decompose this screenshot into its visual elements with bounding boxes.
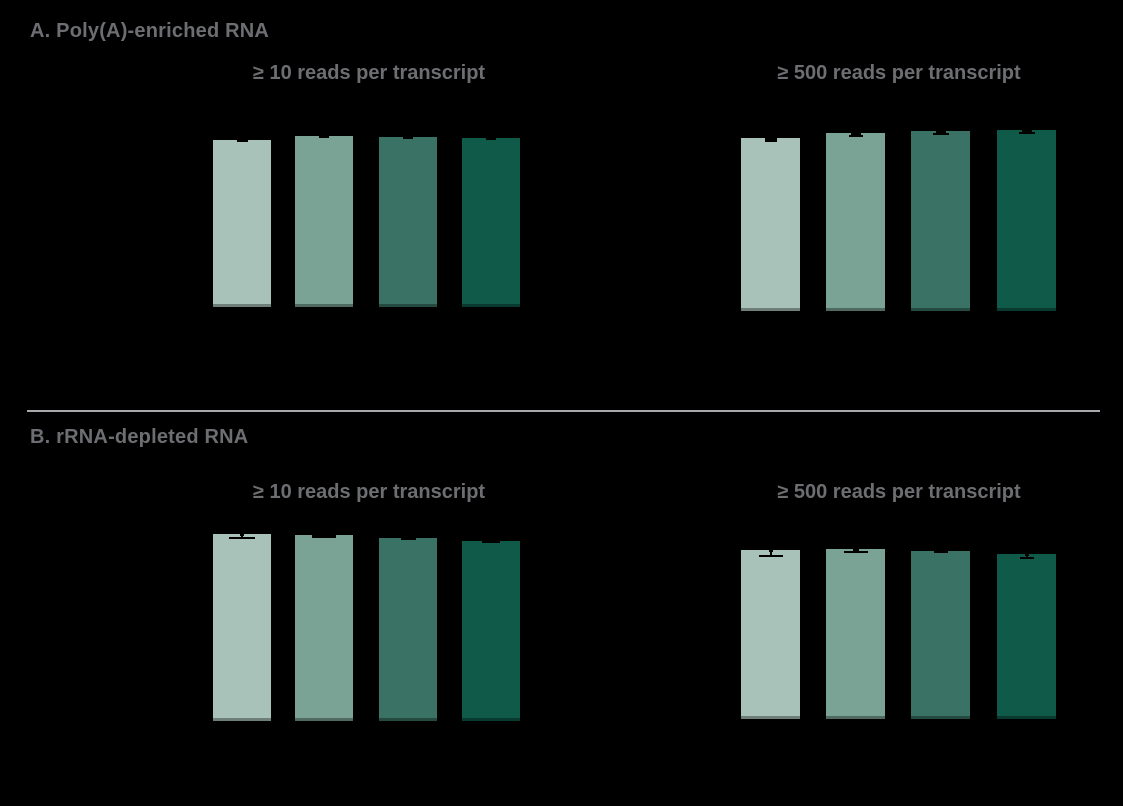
bar-a-10-1 <box>213 140 271 307</box>
bar-b-500-2 <box>826 549 885 719</box>
bar-b-10-1 <box>213 534 271 721</box>
error-bar-cap-a-500-4 <box>1018 132 1035 134</box>
error-bar-notch-b-10-3 <box>400 537 416 540</box>
bar-b-10-3 <box>379 538 437 721</box>
error-bar-cap-a-500-3 <box>932 133 949 135</box>
error-bar-notch-b-10-4 <box>482 540 500 543</box>
bar-a-10-4 <box>462 138 520 307</box>
bar-a-10-2 <box>295 136 353 307</box>
error-bar-cap-a-500-1 <box>764 140 777 142</box>
chart-title-b-500: ≥ 500 reads per transcript <box>777 481 1021 503</box>
bar-a-10-3 <box>379 137 437 307</box>
error-bar-notch-a-10-1 <box>236 139 248 142</box>
error-bar-cap-b-10-1 <box>229 537 255 539</box>
error-bar-stem-b-500-1 <box>769 548 772 557</box>
chart-title-b-10: ≥ 10 reads per transcript <box>252 481 486 503</box>
bar-b-10-2 <box>295 535 353 721</box>
chart-title-a-500: ≥ 500 reads per transcript <box>777 62 1021 84</box>
error-bar-cap-b-500-2 <box>843 551 868 553</box>
error-bar-stem-b-10-1 <box>241 532 243 539</box>
error-bar-notch-a-10-3 <box>403 136 413 139</box>
bar-a-500-2 <box>826 133 885 311</box>
error-bar-stem-a-500-2 <box>854 131 857 137</box>
panel-divider-line <box>27 410 1100 412</box>
error-bar-cap-b-500-4 <box>1019 557 1034 559</box>
chart-title-a-10: ≥ 10 reads per transcript <box>252 62 486 84</box>
error-bar-notch-b-500-3 <box>933 550 948 553</box>
bar-a-500-3 <box>911 131 970 311</box>
bar-a-500-4 <box>997 130 1056 311</box>
error-bar-notch-a-10-2 <box>319 135 329 138</box>
bar-b-500-3 <box>911 551 970 719</box>
error-bar-notch-a-10-4 <box>486 137 496 140</box>
bar-a-500-1 <box>741 138 800 311</box>
error-bar-stem-a-500-3 <box>939 129 942 135</box>
error-bar-stem-a-500-1 <box>769 136 772 142</box>
error-bar-stem-b-500-2 <box>854 547 857 553</box>
error-bar-stem-a-500-4 <box>1025 128 1028 134</box>
error-bar-notch-b-10-2 <box>312 534 336 538</box>
error-bar-cap-a-500-2 <box>848 135 863 137</box>
bar-b-500-4 <box>997 554 1056 719</box>
panel-a-title: A. Poly(A)-enriched RNA <box>30 20 270 42</box>
error-bar-stem-b-500-4 <box>1025 552 1028 559</box>
bar-b-10-4 <box>462 541 520 721</box>
error-bar-cap-b-500-1 <box>758 555 783 557</box>
bar-b-500-1 <box>741 550 800 719</box>
panel-b-title: B. rRNA-depleted RNA <box>30 426 249 448</box>
